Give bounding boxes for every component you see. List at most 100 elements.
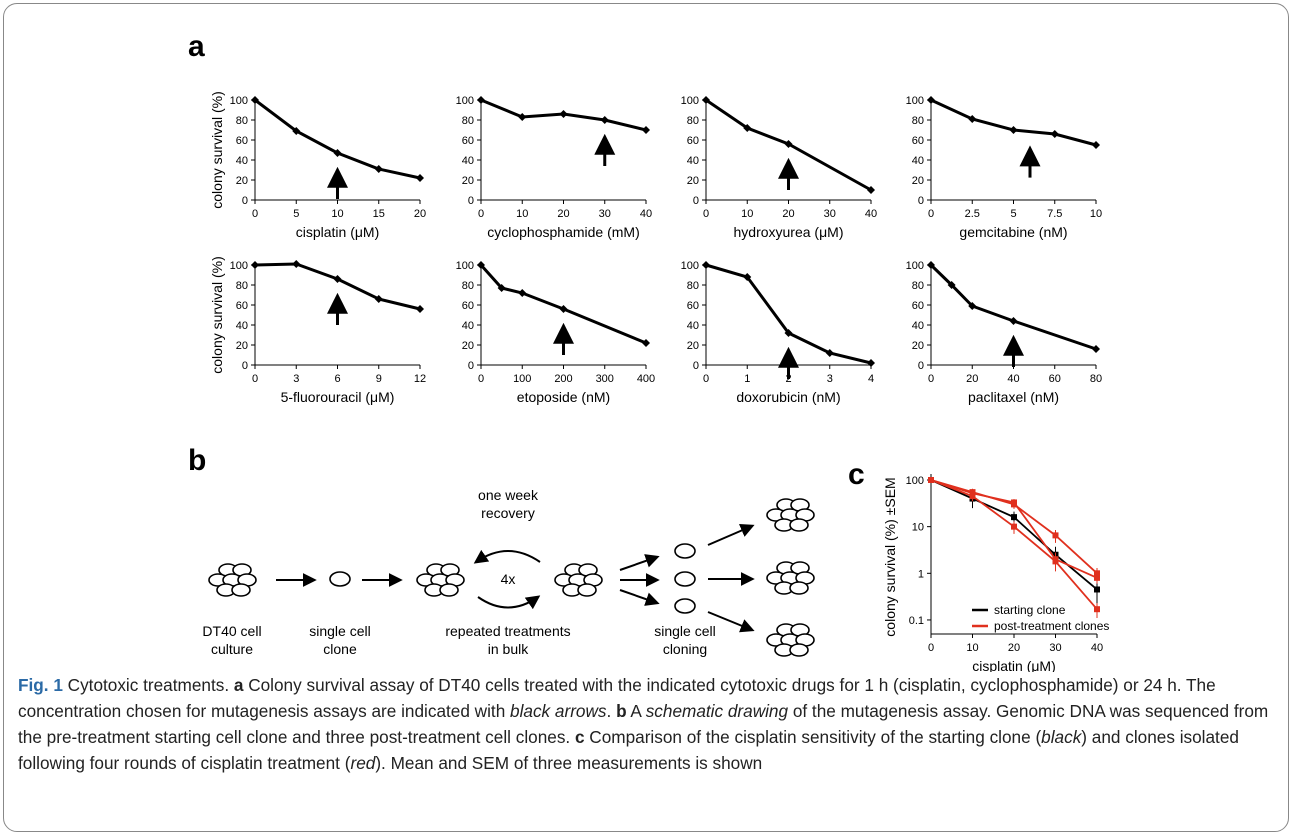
y-tick-label: 100 xyxy=(230,260,248,272)
x-tick-label: 30 xyxy=(824,208,836,220)
series-line xyxy=(930,98,1097,147)
x-tick-label: 0 xyxy=(928,208,934,220)
x-tick-label: 2.5 xyxy=(965,208,980,220)
y-tick-label: 0 xyxy=(693,360,699,372)
x-tick-label: 3 xyxy=(293,373,299,385)
y-tick-label: 60 xyxy=(912,300,924,312)
x-tick-label: 200 xyxy=(554,373,572,385)
x-tick-label: 40 xyxy=(640,208,652,220)
y-tick-label: 0 xyxy=(468,195,474,207)
data-point xyxy=(642,126,650,134)
data-point xyxy=(743,124,752,132)
x-axis-label: hydroxyurea (μM) xyxy=(734,224,844,240)
x-tick-label: 4 xyxy=(868,373,874,385)
y-tick-label: 40 xyxy=(236,320,248,332)
x-axis-label: cisplatin (μM) xyxy=(296,224,380,240)
x-tick-label: 5 xyxy=(1010,208,1016,220)
data-point xyxy=(559,110,568,118)
data-point xyxy=(333,275,342,283)
y-tick-label: 80 xyxy=(236,280,248,292)
data-point xyxy=(292,127,301,135)
x-tick-label: 10 xyxy=(1090,208,1102,220)
label-cloning-1: single cell xyxy=(654,623,715,639)
series-line xyxy=(705,98,872,192)
chart-a-4: 0 20 40 60 80 100 0 2.5 5 7.5 10 gemcitabine (nM) xyxy=(906,95,1102,240)
data-point xyxy=(784,329,793,337)
chart-a-1: 0 20 40 60 80 100 0 5 10 15 20 cisplatin (μM) colony… xyxy=(209,91,426,240)
data-point xyxy=(518,289,527,297)
x-tick-label: 0 xyxy=(478,208,484,220)
x-axis-label: 5-fluorouracil (μM) xyxy=(281,389,395,405)
y-tick-label: 0 xyxy=(918,195,924,207)
caption-text-1: Colony survival assay of DT40 cells trea… xyxy=(18,675,1216,721)
x-tick-label: 40 xyxy=(865,208,877,220)
repeat-label: 4x xyxy=(501,571,516,587)
data-point xyxy=(968,115,977,123)
x-tick-label: 20 xyxy=(782,208,794,220)
y-tick-label: 100 xyxy=(681,95,699,107)
y-tick-label: 20 xyxy=(462,175,474,187)
data-point xyxy=(927,261,935,269)
data-point xyxy=(947,281,956,289)
x-tick-label: 60 xyxy=(1049,373,1061,385)
caption-italic-1: black arrows xyxy=(510,701,607,721)
y-tick-label: 0 xyxy=(468,360,474,372)
y-tick-label: 100 xyxy=(906,260,924,272)
data-point xyxy=(497,284,506,292)
y-tick-label: 80 xyxy=(912,280,924,292)
chart-a-3: 0 20 40 60 80 100 0 10 20 30 40 hydroxyurea (μM) xyxy=(681,95,877,240)
y-tick-label: 80 xyxy=(462,280,474,292)
data-point xyxy=(251,261,259,269)
data-point xyxy=(251,96,259,104)
x-tick-label: 10 xyxy=(741,208,753,220)
x-axis-label: etoposide (nM) xyxy=(517,389,610,405)
cell-cluster-treated xyxy=(554,563,603,597)
data-point xyxy=(1011,514,1017,521)
single-cell xyxy=(329,571,351,587)
caption-text-6: ) and clones isolated following four rou… xyxy=(18,727,1239,773)
x-axis-label: cisplatin (μM) xyxy=(972,658,1056,672)
y-tick-label: 0 xyxy=(693,195,699,207)
y-tick-label: 20 xyxy=(462,340,474,352)
panel-b-schematic: 4x one week recovery xyxy=(202,487,815,657)
single-cell-2 xyxy=(674,571,696,587)
single-cell-1 xyxy=(674,543,696,559)
data-point xyxy=(292,260,301,268)
x-tick-label: 9 xyxy=(376,373,382,385)
y-tick-label: 20 xyxy=(236,340,248,352)
data-point xyxy=(477,96,485,104)
data-point xyxy=(333,149,342,157)
x-axis-label: doxorubicin (nM) xyxy=(736,389,840,405)
y-tick-label: 80 xyxy=(687,115,699,127)
arrow-clone-1 xyxy=(707,524,755,546)
data-point xyxy=(969,493,976,500)
data-point xyxy=(743,273,752,281)
caption-fig-label: Fig. 1 xyxy=(18,675,63,695)
x-axis-label: cyclophosphamide (mM) xyxy=(487,224,640,240)
legend-label-starting: starting clone xyxy=(994,603,1066,617)
label-bulk-2: in bulk xyxy=(488,641,529,657)
caption-italic-3: black xyxy=(1041,727,1082,747)
y-tick-label: 40 xyxy=(912,155,924,167)
y-axis-label: colony survival (%) xyxy=(209,256,225,373)
x-axis-label: paclitaxel (nM) xyxy=(968,389,1059,405)
y-tick-label: 60 xyxy=(236,135,248,147)
chart-a-8: 0 20 40 60 80 100 0 20 40 60 80 paclitaxel (nM) xyxy=(906,260,1102,405)
x-tick-label: 0 xyxy=(703,208,709,220)
data-point xyxy=(867,186,875,194)
label-culture-1: DT40 cell xyxy=(202,623,261,639)
caption-text-7: ). Mean and SEM of three measurements is… xyxy=(375,753,763,773)
y-tick-label: 60 xyxy=(462,300,474,312)
x-tick-label: 10 xyxy=(331,208,343,220)
data-point xyxy=(928,477,934,483)
recovery-label-2: recovery xyxy=(481,505,535,521)
y-tick-label: 0 xyxy=(242,360,248,372)
data-point xyxy=(867,359,875,367)
label-clone-2: clone xyxy=(323,641,357,657)
label-bulk-1: repeated treatments xyxy=(445,623,570,639)
caption-text-2: . xyxy=(606,701,617,721)
x-tick-label: 20 xyxy=(1008,642,1020,654)
y-tick-label: 100 xyxy=(456,95,474,107)
